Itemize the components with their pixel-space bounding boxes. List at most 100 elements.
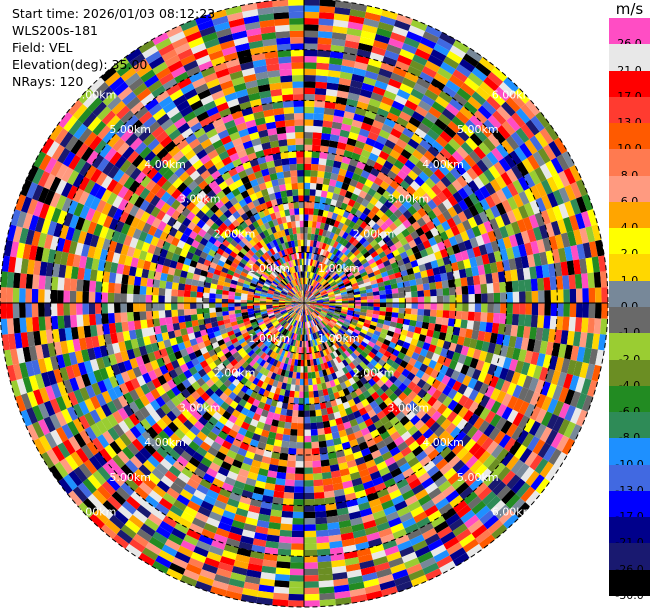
gate-cell bbox=[324, 341, 330, 349]
gate-cell bbox=[426, 385, 437, 397]
gate-cell bbox=[291, 298, 299, 302]
gate-cell bbox=[232, 341, 241, 348]
gate-cell bbox=[506, 382, 517, 396]
gate-cell bbox=[445, 171, 457, 184]
gate-cell bbox=[282, 321, 289, 328]
gate-cell bbox=[249, 318, 257, 324]
gate-cell bbox=[160, 324, 168, 334]
gate-cell bbox=[352, 67, 367, 77]
gate-cell bbox=[320, 279, 327, 286]
gate-cell bbox=[328, 279, 335, 285]
gate-cell bbox=[358, 175, 368, 185]
gate-cell bbox=[306, 239, 311, 247]
gate-cell bbox=[37, 232, 48, 248]
gate-cell bbox=[334, 590, 351, 600]
gate-cell bbox=[591, 224, 602, 242]
gate-cell bbox=[323, 283, 330, 289]
gate-cell bbox=[272, 299, 279, 302]
gate-cell bbox=[475, 529, 492, 544]
gate-cell bbox=[148, 490, 163, 503]
gate-cell bbox=[575, 376, 586, 394]
gate-cell bbox=[457, 187, 469, 200]
gate-cell bbox=[383, 90, 397, 101]
gate-cell bbox=[84, 398, 96, 413]
gate-cell bbox=[244, 364, 253, 372]
gate-cell bbox=[365, 288, 373, 294]
gate-cell bbox=[120, 303, 127, 313]
gate-cell bbox=[306, 328, 309, 335]
gate-cell bbox=[309, 410, 316, 417]
gate-cell bbox=[446, 325, 455, 335]
gate-cell bbox=[298, 321, 302, 329]
gate-cell bbox=[197, 506, 212, 518]
gate-cell bbox=[151, 254, 160, 264]
gate-cell bbox=[329, 218, 336, 227]
gate-cell bbox=[456, 504, 472, 519]
gate-cell bbox=[229, 317, 237, 323]
gate-cell bbox=[568, 316, 576, 332]
gate-cell bbox=[324, 165, 333, 173]
gate-cell bbox=[32, 389, 44, 406]
gate-cell bbox=[157, 340, 166, 350]
gate-cell bbox=[177, 303, 184, 310]
gate-cell bbox=[224, 476, 236, 487]
gate-cell bbox=[555, 275, 564, 290]
gate-cell bbox=[341, 359, 349, 367]
gate-cell bbox=[104, 444, 117, 459]
gate-cell bbox=[373, 161, 384, 172]
gate-cell bbox=[455, 111, 470, 125]
gate-cell bbox=[198, 275, 207, 282]
gate-cell bbox=[330, 271, 337, 278]
gate-cell bbox=[121, 446, 135, 460]
gate-cell bbox=[260, 352, 267, 360]
gate-cell bbox=[275, 478, 286, 486]
gate-cell bbox=[330, 425, 339, 434]
gate-cell bbox=[394, 94, 408, 106]
gate-cell bbox=[351, 477, 363, 487]
gate-cell bbox=[319, 321, 326, 328]
gate-cell bbox=[266, 299, 273, 302]
gate-cell bbox=[435, 223, 446, 234]
gate-cell bbox=[436, 213, 447, 224]
gate-cell bbox=[540, 381, 551, 397]
gate-cell bbox=[510, 131, 525, 147]
gate-cell bbox=[233, 272, 241, 279]
gate-cell bbox=[151, 467, 165, 481]
gate-cell bbox=[144, 391, 156, 404]
gate-cell bbox=[247, 259, 255, 266]
gate-cell bbox=[339, 327, 347, 333]
gate-cell bbox=[164, 295, 172, 303]
gate-cell bbox=[493, 303, 501, 314]
gate-cell bbox=[305, 271, 308, 278]
gate-cell bbox=[304, 290, 306, 297]
gate-cell bbox=[448, 310, 456, 319]
gate-cell bbox=[393, 387, 403, 398]
gate-cell bbox=[317, 164, 326, 172]
gate-cell bbox=[332, 326, 339, 333]
gate-cell bbox=[304, 75, 316, 82]
gate-cell bbox=[126, 368, 137, 381]
gate-cell bbox=[347, 398, 356, 408]
gate-cell bbox=[238, 398, 247, 408]
gate-cell bbox=[144, 202, 156, 215]
gate-cell bbox=[197, 368, 207, 378]
gate-cell bbox=[69, 303, 77, 316]
gate-cell bbox=[171, 303, 178, 310]
gate-cell bbox=[292, 410, 299, 417]
gate-cell bbox=[346, 287, 353, 292]
gate-cell bbox=[410, 88, 425, 101]
gate-cell bbox=[570, 198, 582, 215]
gate-cell bbox=[152, 560, 169, 574]
gate-cell bbox=[45, 262, 54, 277]
gate-cell bbox=[322, 300, 330, 303]
gate-cell bbox=[346, 137, 357, 147]
gate-cell bbox=[390, 563, 407, 575]
gate-cell bbox=[282, 376, 289, 384]
gate-cell bbox=[380, 383, 390, 393]
gate-cell bbox=[196, 242, 206, 252]
gate-cell bbox=[43, 356, 54, 372]
gate-cell bbox=[202, 292, 210, 299]
gate-cell bbox=[286, 316, 292, 322]
gate-cell bbox=[299, 308, 303, 316]
gate-cell bbox=[298, 404, 304, 411]
